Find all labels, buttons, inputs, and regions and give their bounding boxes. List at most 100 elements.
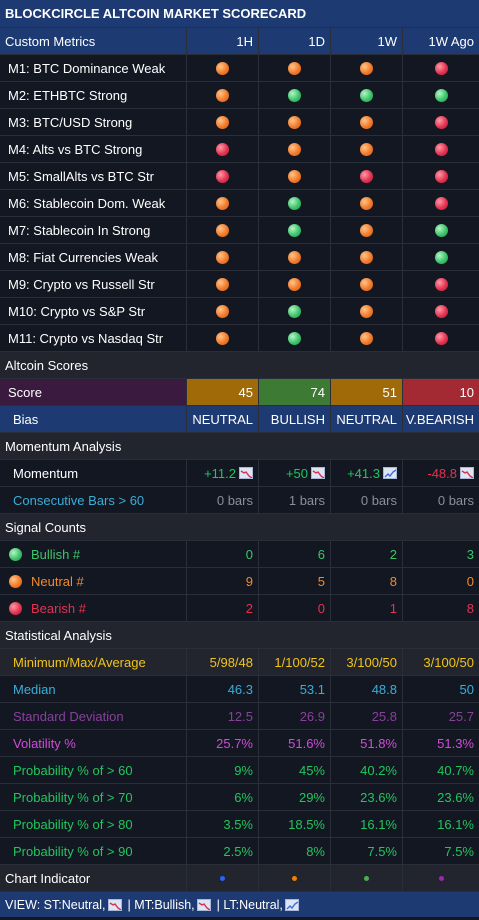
stat-value: 18.5% xyxy=(259,811,331,837)
metric-cell xyxy=(259,217,331,243)
metric-cell xyxy=(331,109,403,135)
score-value: 74 xyxy=(259,379,331,405)
orange-status-icon xyxy=(360,115,373,129)
metric-cell xyxy=(259,244,331,270)
metric-row: M8: Fiat Currencies Weak xyxy=(0,244,479,271)
red-status-icon xyxy=(434,169,448,183)
metric-cell xyxy=(403,136,479,162)
metric-label: M2: ETHBTC Strong xyxy=(0,82,187,108)
score-row: Score 45 74 51 10 xyxy=(0,379,479,406)
red-status-icon xyxy=(360,169,373,183)
stat-value: 7.5% xyxy=(444,843,474,859)
metric-row: M10: Crypto vs S&P Str xyxy=(0,298,479,325)
metric-cell xyxy=(259,55,331,81)
chart-indicator-row: Chart Indicator xyxy=(0,865,479,892)
orange-status-icon xyxy=(288,277,301,291)
green-status-icon xyxy=(434,223,448,237)
indicator-cell xyxy=(331,865,403,891)
stat-value: 3/100/50 xyxy=(331,649,403,675)
red-status-icon xyxy=(434,142,448,156)
metric-row: M5: SmallAlts vs BTC Str xyxy=(0,163,479,190)
red-status-icon xyxy=(434,277,448,291)
score-value: 51 xyxy=(331,379,403,405)
chart-down-icon xyxy=(460,467,474,479)
custom-metrics-header: Custom Metrics xyxy=(0,28,187,54)
metric-cell xyxy=(187,109,259,135)
orange-status-icon xyxy=(216,115,229,129)
momentum-label: Momentum xyxy=(0,460,187,486)
momentum-cell: +11.2 xyxy=(187,460,259,486)
metric-row: M9: Crypto vs Russell Str xyxy=(0,271,479,298)
signal-count-value: 0 xyxy=(187,541,259,567)
metric-cell xyxy=(331,217,403,243)
metric-row: M6: Stablecoin Dom. Weak xyxy=(0,190,479,217)
signal-count-value: 2 xyxy=(187,595,259,621)
metric-cell xyxy=(187,82,259,108)
orange-status-icon xyxy=(360,304,373,318)
orange-status-icon xyxy=(216,88,229,102)
metric-row: M2: ETHBTC Strong xyxy=(0,82,479,109)
col-header-1d: 1D xyxy=(259,28,331,54)
green-status-icon xyxy=(288,223,301,237)
bias-value: V.BEARISH xyxy=(405,411,474,427)
metric-row: M1: BTC Dominance Weak xyxy=(0,55,479,82)
score-value: 45 xyxy=(187,379,259,405)
stat-value: 26.9 xyxy=(259,703,331,729)
metric-cell xyxy=(403,190,479,216)
stat-value: 16.1% xyxy=(437,816,474,832)
green-status-icon xyxy=(434,88,448,102)
bias-value: BULLISH xyxy=(259,406,331,432)
green-status-icon xyxy=(288,196,301,210)
signal-label-cell: Bullish # xyxy=(0,541,187,567)
chart-down-icon xyxy=(239,467,253,479)
view-summary-bar: VIEW: ST:Neutral, | MT:Bullish, | LT:Neu… xyxy=(0,892,479,917)
metric-cell xyxy=(259,325,331,351)
stat-value: 51.8% xyxy=(331,730,403,756)
stat-row: Probability % of > 70 6% 29% 23.6% 23.6% xyxy=(0,784,479,811)
orange-status-icon xyxy=(360,196,373,210)
orange-status-icon xyxy=(216,196,229,210)
momentum-cell: +50 xyxy=(259,460,331,486)
orange-status-icon xyxy=(288,250,301,264)
view-st: VIEW: ST:Neutral, xyxy=(5,897,106,912)
signal-label-cell: Neutral # xyxy=(0,568,187,594)
bias-label: Bias xyxy=(0,406,187,432)
red-status-icon xyxy=(216,169,229,183)
col-header-1w: 1W xyxy=(331,28,403,54)
orange-status-icon xyxy=(216,250,229,264)
stat-label: Median xyxy=(0,676,187,702)
metric-label: M11: Crypto vs Nasdaq Str xyxy=(0,325,187,351)
signal-count-value: 0 xyxy=(466,573,474,589)
bias-value: NEUTRAL xyxy=(331,406,403,432)
chart-indicator-label: Chart Indicator xyxy=(0,865,187,891)
metric-label: M4: Alts vs BTC Strong xyxy=(0,136,187,162)
metric-label: M6: Stablecoin Dom. Weak xyxy=(0,190,187,216)
altcoin-scores-section: Altcoin Scores xyxy=(0,352,479,379)
signal-count-value: 1 xyxy=(331,595,403,621)
metric-cell xyxy=(331,55,403,81)
metric-label: M5: SmallAlts vs BTC Str xyxy=(0,163,187,189)
signal-label: Bullish # xyxy=(31,546,81,562)
red-status-icon xyxy=(9,601,22,615)
stat-value: 2.5% xyxy=(187,838,259,864)
metric-cell xyxy=(331,190,403,216)
metric-cell xyxy=(403,325,479,351)
signal-label: Neutral # xyxy=(31,573,84,589)
signal-count-row: Bullish # 0 6 2 3 xyxy=(0,541,479,568)
orange-status-icon xyxy=(360,277,373,291)
metric-cell xyxy=(403,109,479,135)
indicator-dot-icon xyxy=(438,875,444,881)
signal-count-row: Neutral # 9 5 8 0 xyxy=(0,568,479,595)
stat-row: Probability % of > 60 9% 45% 40.2% 40.7% xyxy=(0,757,479,784)
momentum-value: +50 xyxy=(285,465,308,481)
stat-label: Probability % of > 80 xyxy=(0,811,187,837)
metric-label: M7: Stablecoin In Strong xyxy=(0,217,187,243)
green-status-icon xyxy=(288,88,301,102)
red-status-icon xyxy=(216,142,229,156)
metric-cell xyxy=(403,217,479,243)
bars-value: 0 bars xyxy=(437,492,474,508)
signal-count-value: 8 xyxy=(466,600,474,616)
indicator-cell xyxy=(403,865,479,891)
momentum-cell: +41.3 xyxy=(331,460,403,486)
metric-cell xyxy=(331,325,403,351)
